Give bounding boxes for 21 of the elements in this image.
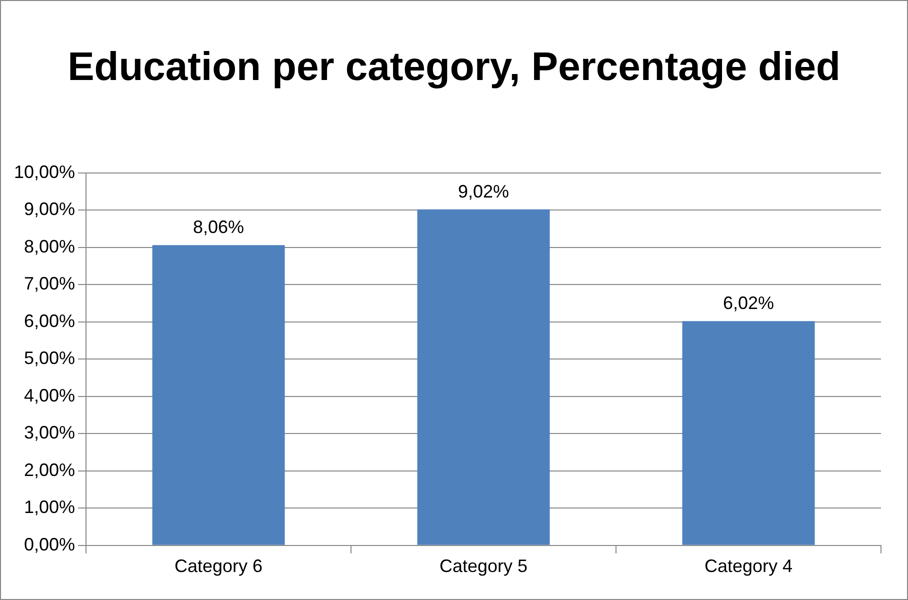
y-tick-label: 8,00%: [24, 236, 76, 256]
y-tick-label: 4,00%: [24, 385, 76, 406]
bar: [417, 209, 550, 545]
bar: [682, 321, 815, 545]
x-tick-label: Category 4: [704, 556, 793, 576]
y-tick-label: 2,00%: [24, 460, 76, 480]
y-tick-label: 3,00%: [24, 422, 76, 443]
x-tick-label: Category 5: [439, 556, 528, 576]
chart-title: Education per category, Percentage died: [66, 44, 842, 91]
y-tick-label: 1,00%: [24, 497, 76, 518]
y-tick-label: 10,00%: [14, 162, 76, 182]
y-tick-label: 0,00%: [24, 534, 76, 554]
data-label: 8,06%: [193, 217, 244, 238]
bar: [152, 245, 285, 545]
x-tick-label: Category 6: [174, 556, 263, 576]
y-tick-label: 9,00%: [24, 199, 76, 220]
y-tick-label: 5,00%: [24, 348, 76, 368]
y-tick-label: 6,00%: [24, 310, 76, 331]
y-tick-label: 7,00%: [24, 274, 76, 294]
data-label: 9,02%: [458, 181, 510, 202]
data-label: 6,02%: [722, 293, 774, 314]
